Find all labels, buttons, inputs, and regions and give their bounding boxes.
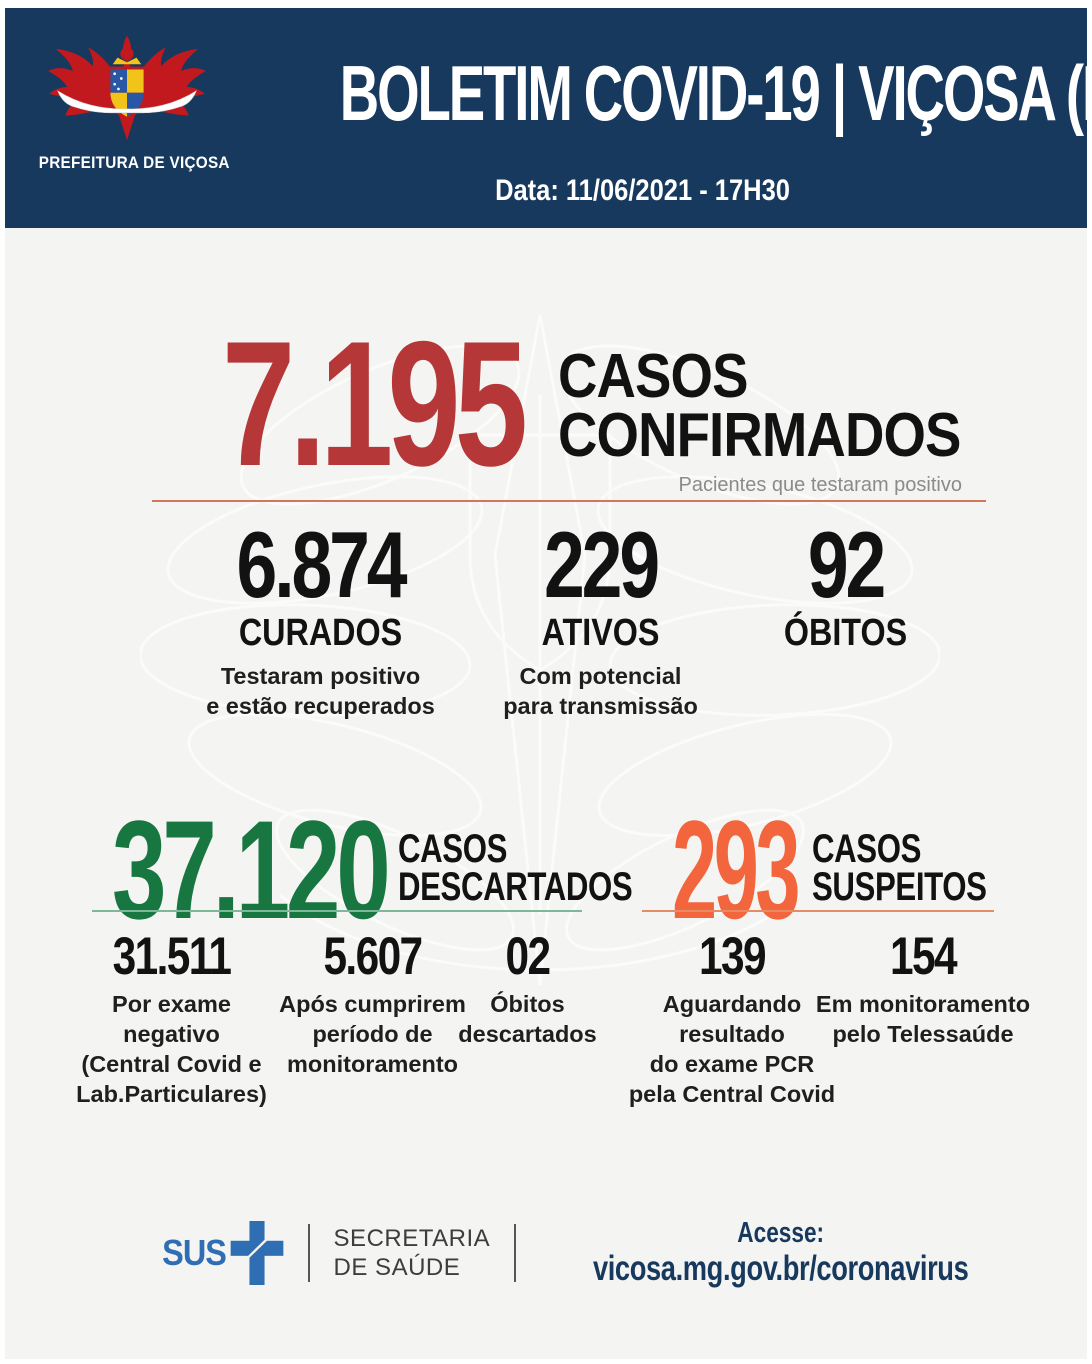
header: PREFEITURA DE VIÇOSA BOLETIM COVID-19 | … [5,8,1092,228]
cured-desc: Testaram positivo e estão recuperados [206,663,435,720]
confirmed-label: CASOS CONFIRMADOS [558,342,961,470]
access-block: Acesse: vicosa.mg.gov.br/coronavirus [593,1217,969,1288]
confirmed-label-line1: CASOS [558,342,749,411]
awaiting-pcr-value: 139 [699,927,767,986]
discarded-deaths-stat: 02 Óbitos descartados [455,930,600,1050]
deaths-label: ÓBITOS [783,612,908,654]
body-background [5,228,1087,1359]
coat-of-arms-icon [47,35,206,141]
telehealth-value: 154 [890,927,958,986]
confirmed-value: 7.195 [222,304,528,503]
active-value: 229 [544,512,660,617]
awaiting-pcr-stat: 139 Aguardando resultado do exame PCR pe… [622,930,842,1109]
cured-value: 6.874 [236,512,408,617]
crest-watermark-icon [140,312,940,986]
footer-divider [307,1224,310,1283]
monitoring-period-stat: 5.607 Após cumprirem período de monitora… [270,930,475,1080]
footer-divider [514,1224,517,1283]
suspected-divider [642,910,994,912]
secretaria-label: SECRETARIA DE SAÚDE [333,1224,491,1282]
negative-exam-stat: 31.511 Por exame negativo (Central Covid… [64,930,279,1109]
footer: SUS SECRETARIA DE SAÚDE Acesse: vicosa.m… [42,1217,1092,1288]
cured-stat: 6.874 CURADOS Testaram positivo e estão … [168,518,473,721]
negative-exam-desc: Por exame negativo (Central Covid e Lab.… [76,991,267,1107]
active-label: ATIVOS [541,612,660,654]
discarded-deaths-desc: Óbitos descartados [458,991,597,1047]
confirmed-label-line2: CONFIRMADOS [558,400,961,470]
sus-logo: SUS [155,1221,284,1286]
deaths-value: 92 [807,512,886,617]
confirmed-subtitle: Pacientes que testaram positivo [678,474,963,496]
discarded-label-line1: CASOS [398,827,508,871]
confirmed-divider [152,500,986,502]
suspected-value: 293 [672,791,801,948]
active-desc: Com potencial para transmissão [503,663,698,720]
suspected-label-line2: SUSPEITOS [812,865,987,909]
monitoring-period-value: 5.607 [323,927,423,986]
page-title: BOLETIM COVID-19 | VIÇOSA (MG) [339,49,1092,137]
deaths-stat: 92 ÓBITOS [758,518,933,661]
discarded-divider [92,910,582,912]
monitoring-period-desc: Após cumprirem período de monitoramento [279,991,466,1077]
logo-caption: PREFEITURA DE VIÇOSA [38,153,230,172]
discarded-label-line2: DESCARTADOS [398,865,633,909]
suspected-label: CASOS SUSPEITOS [812,827,987,909]
active-stat: 229 ATIVOS Com potencial para transmissã… [478,518,723,721]
suspected-label-line1: CASOS [812,827,922,871]
discarded-value: 37.120 [112,791,391,948]
access-label: Acesse: [737,1217,825,1249]
access-url[interactable]: vicosa.mg.gov.br/coronavirus [593,1248,969,1288]
awaiting-pcr-desc: Aguardando resultado do exame PCR pela C… [628,991,836,1107]
sus-label: SUS [161,1232,227,1274]
date-label: Data: 11/06/2021 - 17H30 [495,174,790,207]
sus-cross-icon [230,1221,283,1286]
negative-exam-value: 31.511 [112,927,232,986]
telehealth-stat: 154 Em monitoramento pelo Telessaúde [813,930,1033,1050]
coat-of-arms: PREFEITURA DE VIÇOSA [29,32,230,173]
cured-label: CURADOS [238,612,403,654]
discarded-deaths-value: 02 [505,927,552,986]
telehealth-desc: Em monitoramento pelo Telessaúde [815,991,1031,1047]
discarded-label: CASOS DESCARTADOS [398,827,633,909]
